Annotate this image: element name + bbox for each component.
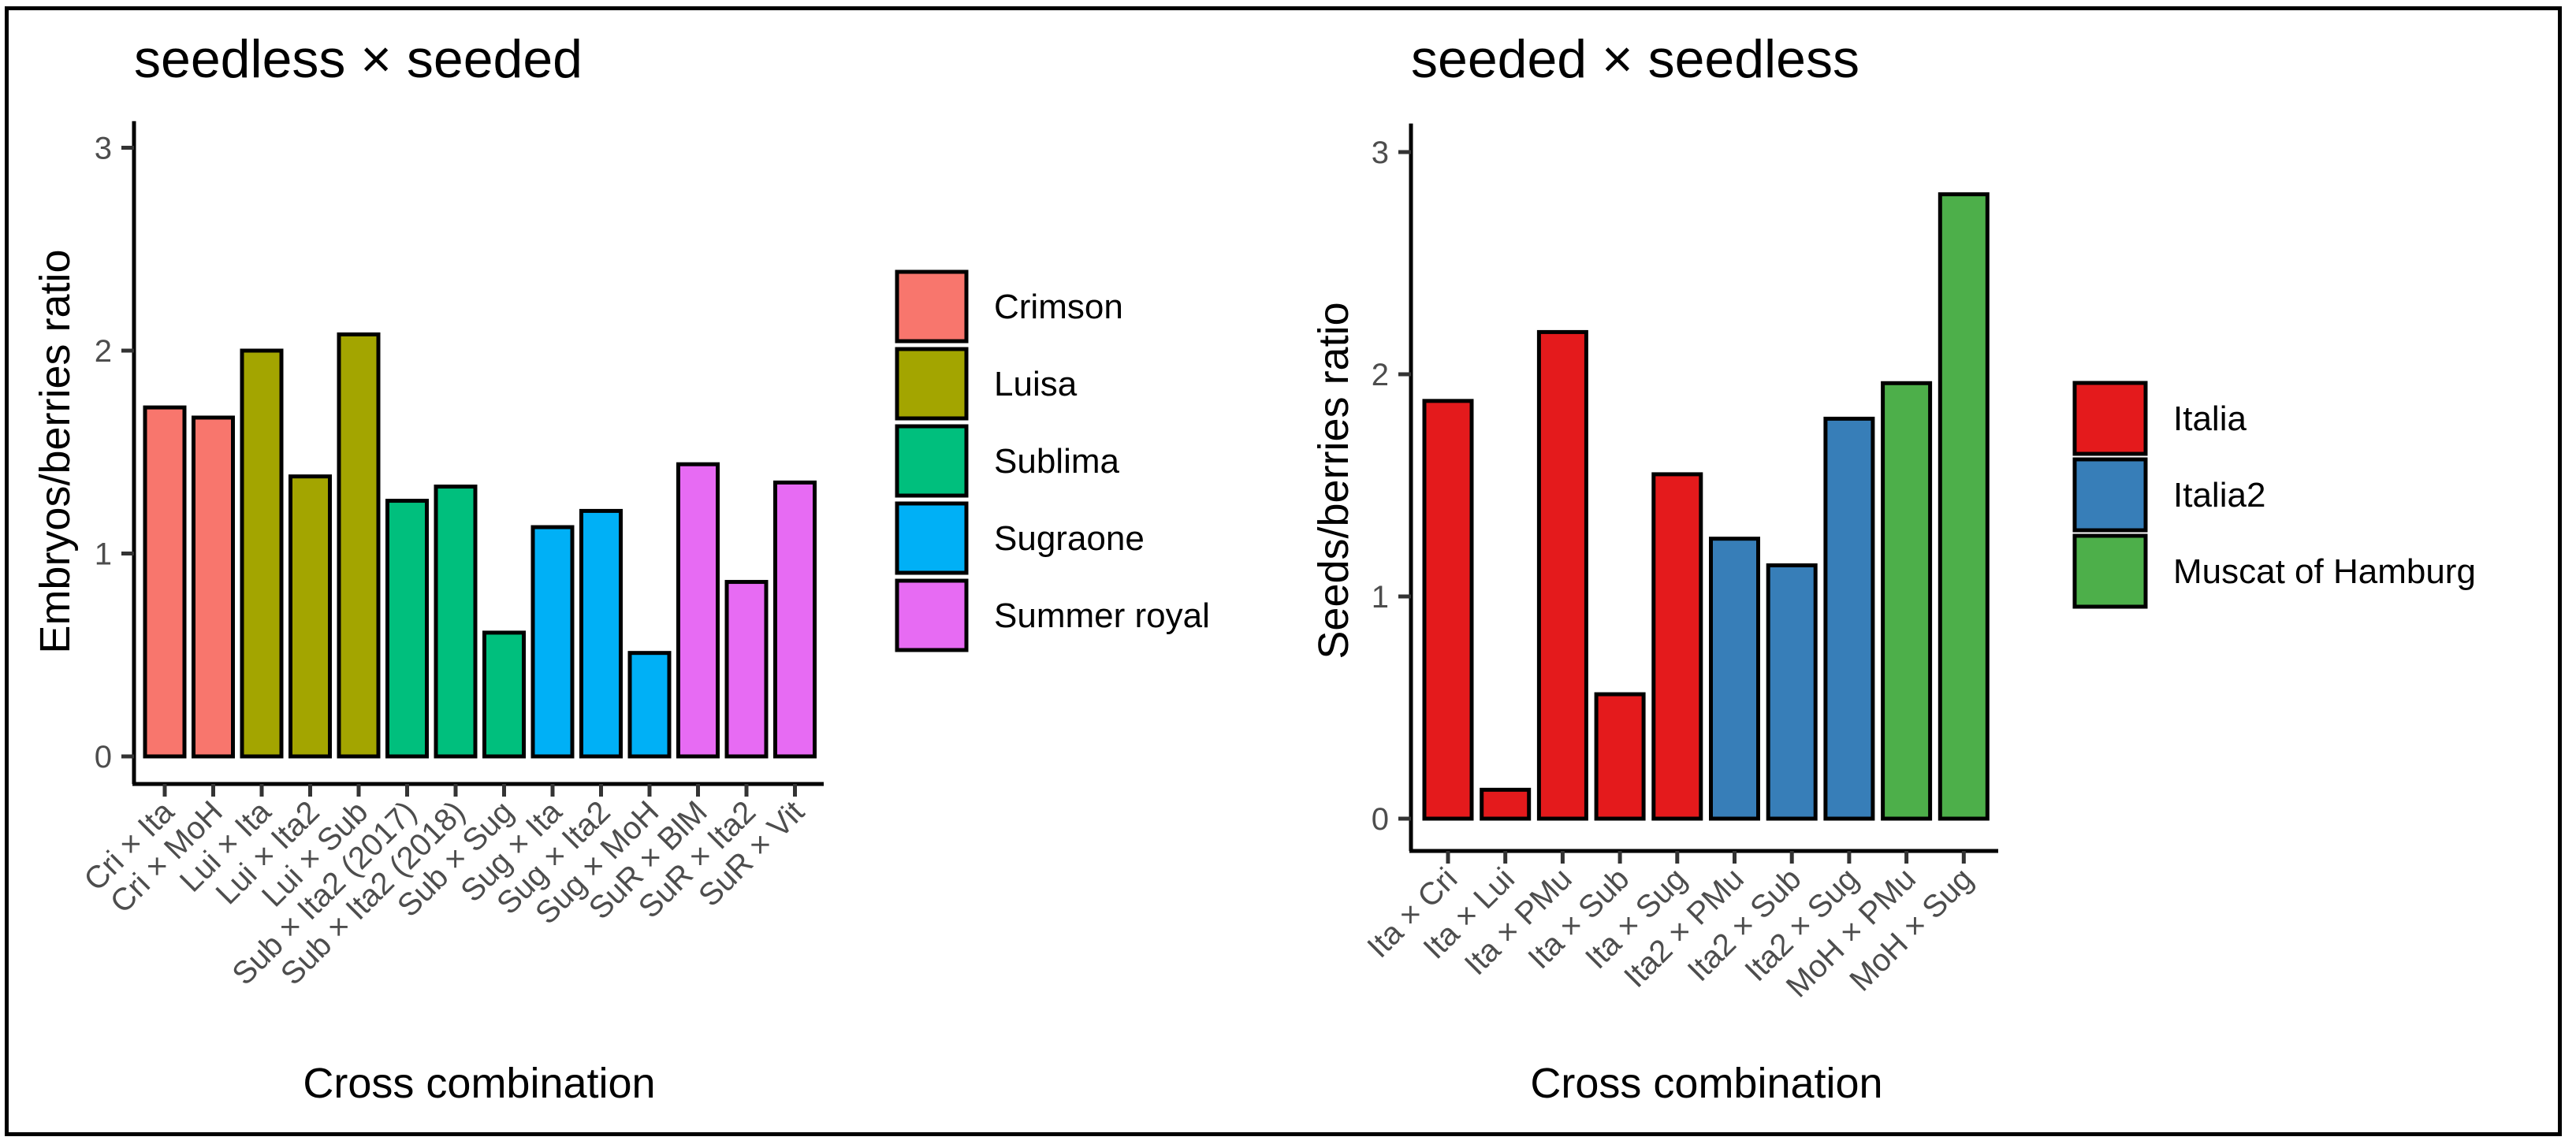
chart-1-y-tick-label: 3 bbox=[95, 132, 112, 166]
chart-2-ylabel: Seeds/berries ratio bbox=[1310, 302, 1357, 659]
chart-1-y-tick-label: 1 bbox=[95, 537, 112, 572]
chart-2-bar bbox=[1480, 787, 1532, 821]
chart-2-y-tick-label: 1 bbox=[1372, 580, 1389, 615]
chart-1-legend-key bbox=[895, 347, 969, 421]
chart-2-bar bbox=[1766, 563, 1818, 821]
chart-1-legend-key bbox=[895, 269, 969, 344]
chart-1-ylabel: Embryos/berries ratio bbox=[32, 249, 79, 653]
chart-1-y-tick-label: 2 bbox=[95, 334, 112, 369]
chart-1-title: seedless × seeded bbox=[134, 29, 583, 89]
chart-1-bar bbox=[773, 480, 817, 759]
chart-1-legend-label: Summer royal bbox=[994, 596, 1210, 635]
chart-1-legend-label: Sugraone bbox=[994, 519, 1145, 558]
chart-2-legend-label: Muscat of Hamburg bbox=[2173, 552, 2476, 591]
chart-1-legend-label: Sublima bbox=[994, 442, 1119, 481]
chart-1-bar bbox=[143, 405, 187, 759]
chart-1-legend-key bbox=[895, 424, 969, 498]
chart-2-bar bbox=[1422, 399, 1474, 821]
chart-1-bar bbox=[530, 525, 575, 759]
chart-2-legend-key bbox=[2072, 457, 2148, 533]
chart-1-bar bbox=[724, 580, 769, 759]
chart-2-legend-label: Italia2 bbox=[2173, 476, 2265, 515]
chart-2-legend-key bbox=[2072, 533, 2148, 609]
chart-2-bar bbox=[1594, 692, 1646, 821]
chart-1-bar bbox=[482, 630, 526, 759]
chart-1-bar bbox=[192, 415, 235, 759]
chart-2-bar bbox=[1709, 537, 1760, 821]
figure-frame bbox=[5, 6, 2562, 1136]
chart-2-y-tick-label: 0 bbox=[1372, 802, 1389, 837]
chart-2-title: seeded × seedless bbox=[1411, 29, 1859, 89]
chart-1-bar bbox=[288, 474, 332, 759]
chart-2-bar bbox=[1651, 472, 1703, 821]
chart-1-bar bbox=[627, 651, 672, 759]
chart-2-bar bbox=[1938, 192, 1990, 821]
chart-2-legend-label: Italia bbox=[2173, 399, 2247, 438]
chart-1-bar bbox=[240, 348, 284, 759]
chart-1-bar bbox=[676, 462, 720, 759]
chart-1-bar bbox=[579, 508, 623, 759]
chart-1-legend-key bbox=[895, 501, 969, 575]
chart-1-xlabel: Cross combination bbox=[303, 1060, 655, 1107]
chart-1-legend-key bbox=[895, 578, 969, 652]
chart-2-bar bbox=[1881, 381, 1933, 821]
chart-1-legend-label: Luisa bbox=[994, 365, 1078, 403]
chart-1-bar bbox=[337, 332, 381, 759]
chart-2-legend-key bbox=[2072, 381, 2148, 456]
chart-2-y-tick-label: 2 bbox=[1372, 358, 1389, 392]
chart-1-legend-label: Crimson bbox=[994, 288, 1123, 326]
chart-2-xlabel: Cross combination bbox=[1530, 1060, 1882, 1107]
chart-2-y-tick-label: 3 bbox=[1372, 136, 1389, 170]
chart-1-y-tick-label: 0 bbox=[95, 740, 112, 775]
chart-2-bar bbox=[1823, 416, 1875, 821]
chart-2-bar bbox=[1536, 329, 1588, 821]
chart-1-bar bbox=[385, 499, 429, 759]
chart-1-bar bbox=[434, 485, 478, 759]
